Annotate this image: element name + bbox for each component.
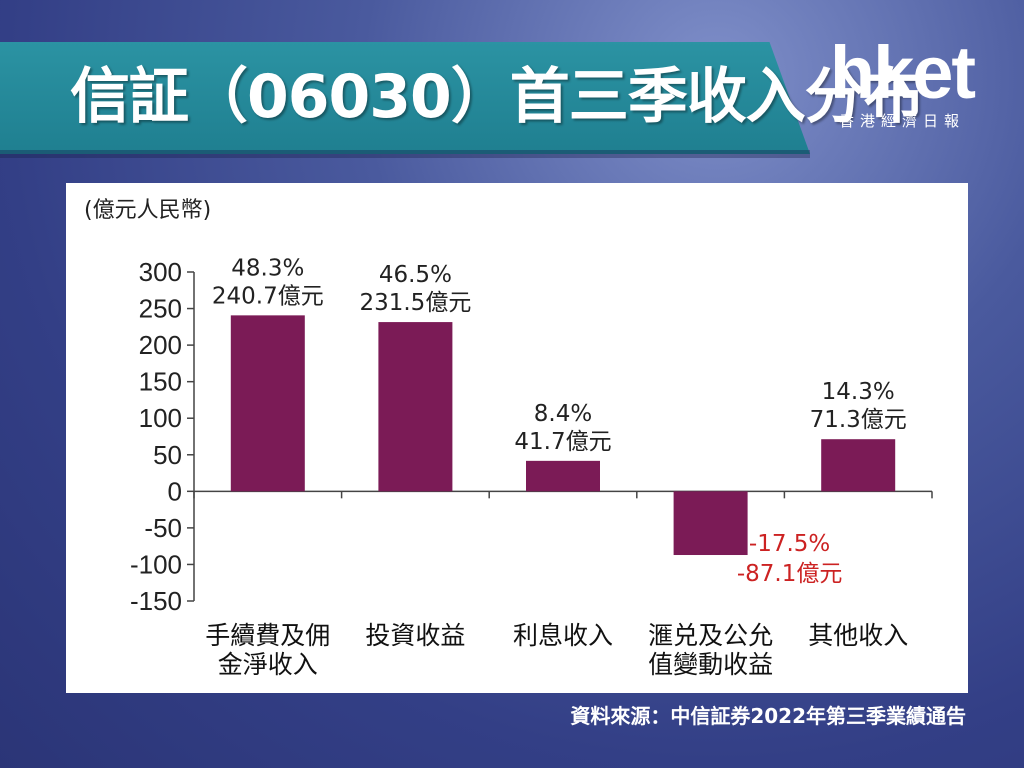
- bar: [378, 322, 453, 492]
- bar: [673, 491, 748, 556]
- y-tick-label: 50: [153, 440, 182, 470]
- data-label-value: -87.1億元: [737, 561, 843, 587]
- y-unit-label: (億元人民幣): [84, 198, 211, 223]
- x-category-label: 滙兑及公允: [648, 621, 773, 650]
- bar: [821, 439, 896, 492]
- title-banner-shadow: [0, 150, 810, 158]
- x-category-label: 值變動收益: [648, 650, 773, 679]
- y-tick-label: -100: [130, 549, 182, 579]
- x-category-label: 其他收入: [808, 621, 908, 650]
- y-tick-label: 100: [139, 403, 182, 433]
- page-title: 信証（06030）首三季收入分布: [70, 62, 924, 132]
- bar: [230, 315, 305, 492]
- data-label-percent: 8.4%: [534, 401, 592, 427]
- y-tick-label: 150: [139, 367, 182, 397]
- y-tick-label: -50: [144, 513, 182, 543]
- source-note: 資料來源：中信証券2022年第三季業績通告: [570, 704, 966, 728]
- x-category-label: 金淨收入: [218, 650, 318, 679]
- y-tick-label: -150: [130, 586, 182, 616]
- y-tick-label: 300: [139, 257, 182, 287]
- y-tick-label: 200: [139, 330, 182, 360]
- data-label-value: 71.3億元: [810, 407, 907, 433]
- data-label-percent: 14.3%: [822, 379, 895, 405]
- x-category-label: 利息收入: [513, 621, 613, 650]
- chart-panel: (億元人民幣) 300 250 200 150 100 50 0 -50 -100 -150 48.3…: [66, 183, 968, 693]
- data-label-value: 41.7億元: [514, 429, 611, 455]
- y-tick-label: 0: [168, 476, 182, 506]
- data-label-percent: 46.5%: [379, 262, 452, 288]
- data-label-percent: 48.3%: [231, 255, 304, 281]
- x-category-label: 投資收益: [365, 621, 465, 650]
- bar-chart: (億元人民幣) 300 250 200 150 100 50 0 -50 -100 -150 48.3…: [84, 198, 933, 679]
- bar: [526, 460, 600, 492]
- y-tick-label: 250: [139, 294, 182, 324]
- hket-logo: hket 香港經濟日報: [812, 34, 992, 134]
- data-label-value: 231.5億元: [359, 290, 471, 316]
- data-label-percent: -17.5%: [749, 531, 830, 557]
- data-label-value: 240.7億元: [212, 283, 324, 309]
- title-banner: [0, 42, 810, 154]
- logo-wordmark: hket: [829, 31, 976, 114]
- x-category-label: 手續費及佣: [205, 621, 330, 650]
- logo-subtitle: 香港經濟日報: [838, 112, 965, 130]
